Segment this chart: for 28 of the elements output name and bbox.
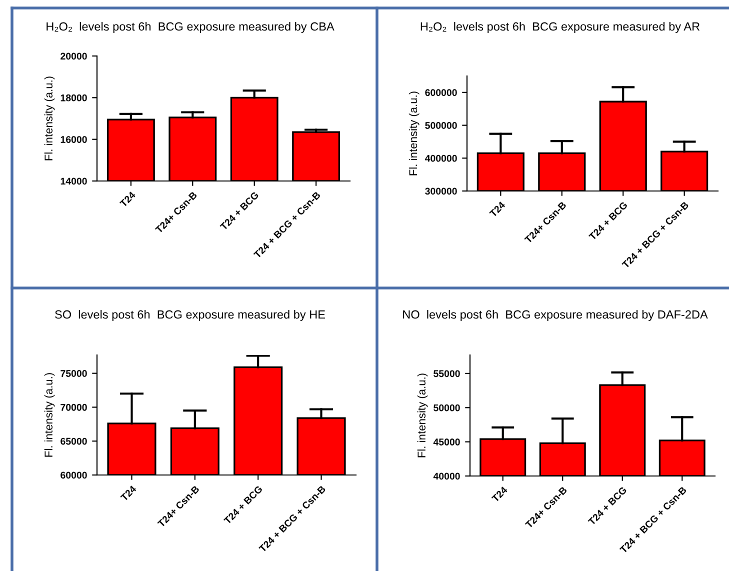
y-tick-label: 18000 (60, 94, 87, 102)
x-tick-label: T24 (119, 190, 136, 208)
y-tick-label: 16000 (60, 136, 87, 143)
y-tick-label: 500000 (425, 122, 457, 129)
y-tick-label: 400000 (424, 154, 457, 162)
x-tick-label: T24 (491, 486, 508, 502)
x-tick-label: T24 (120, 484, 137, 502)
y-axis-title: Fl. intensity (a.u.) (417, 374, 428, 458)
y-tick-label: 65000 (60, 438, 87, 445)
y-axis-title: Fl. intensity (a.u.) (408, 92, 420, 176)
y-tick-label: 60000 (60, 472, 87, 479)
chart-title: NO levels post 6h BCG exposure measured by DAF-2DA (403, 310, 708, 322)
chart-title: H₂O₂ levels post 6h BCG exposure measured by AR (420, 22, 700, 34)
y-tick-label: 55000 (434, 370, 460, 378)
y-tick-label: 75000 (60, 370, 87, 377)
y-tick-label: 300000 (425, 188, 457, 195)
y-axis-title: Fl. intensity (a.u.) (44, 373, 55, 457)
y-tick-label: 50000 (434, 404, 460, 412)
y-tick-label: 600000 (425, 89, 457, 96)
chart-title: H₂O₂ levels post 6h BCG exposure measured by CBA (46, 22, 334, 34)
y-tick-label: 45000 (433, 438, 460, 446)
x-tick-label: T24 (489, 200, 506, 218)
y-tick-label: 20000 (60, 52, 87, 60)
chart-title: SO levels post 6h BCG exposure measured by HE (55, 310, 325, 322)
y-tick-label: 40000 (433, 472, 460, 480)
y-tick-label: 70000 (60, 404, 87, 411)
y-axis-title: Fl. intensity (a.u.) (44, 76, 55, 160)
y-tick-label: 14000 (60, 178, 87, 185)
